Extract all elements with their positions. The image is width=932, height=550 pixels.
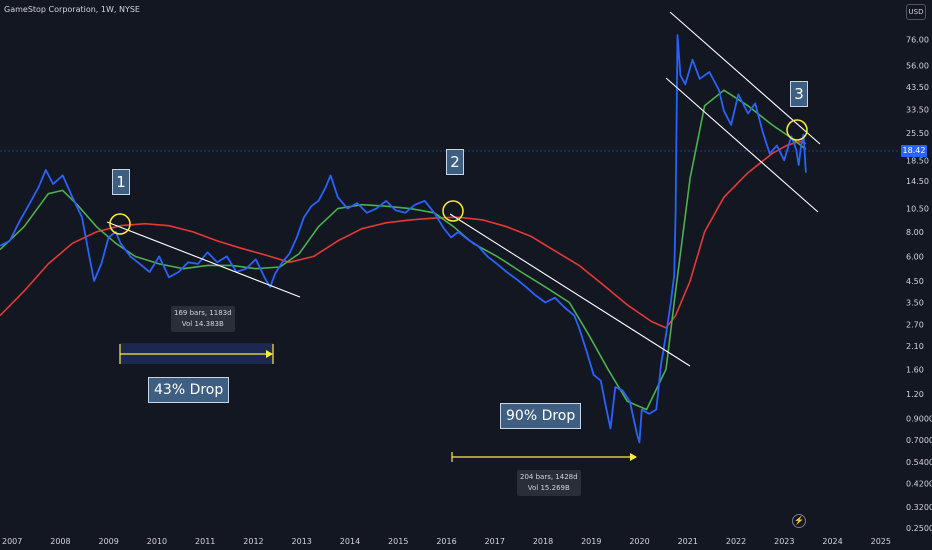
trendlines (106, 11, 821, 367)
y-tick-label: 0.5400 (906, 458, 932, 467)
x-tick-label: 2011 (195, 537, 215, 546)
chart-title: GameStop Corporation, 1W, NYSE (4, 5, 140, 14)
y-tick-label: 2.70 (906, 321, 924, 330)
y-tick-label: 0.3200 (906, 503, 932, 512)
y-tick-label: 0.2500 (906, 524, 932, 533)
x-tick-label: 2024 (822, 537, 842, 546)
circle-marker-3 (786, 119, 808, 141)
y-tick-label: 76.00 (906, 36, 929, 45)
y-tick-label: 6.00 (906, 252, 924, 261)
y-tick-label: 25.50 (906, 129, 929, 138)
channel-upper-line (669, 11, 821, 145)
x-tick-label: 2014 (340, 537, 360, 546)
y-tick-label: 4.50 (906, 277, 924, 286)
x-tick-label: 2018 (533, 537, 553, 546)
price-line (0, 34, 807, 444)
measure-tooltip-2: 204 bars, 1428d Vol 15.269B (517, 470, 581, 496)
last-price-label: 18.42 (901, 145, 927, 157)
measure-bars-1: 169 bars, 1183d (174, 309, 232, 317)
x-tick-label: 2021 (678, 537, 698, 546)
currency-button[interactable]: USD (906, 4, 926, 20)
y-tick-label: 18.50 (906, 156, 929, 165)
x-tick-label: 2022 (726, 537, 746, 546)
y-tick-label: 1.20 (906, 390, 924, 399)
drop-label-2: 90% Drop (500, 403, 582, 429)
x-tick-label: 2015 (388, 537, 408, 546)
y-tick-label: 14.50 (906, 177, 929, 186)
marker-label-1: 1 (112, 169, 130, 195)
y-tick-label: 8.00 (906, 228, 924, 237)
x-tick-label: 2009 (99, 537, 119, 546)
marker-label-3: 3 (790, 81, 808, 107)
measure-tooltip-1: 169 bars, 1183d Vol 14.383B (171, 306, 235, 332)
y-tick-label: 3.50 (906, 298, 924, 307)
y-tick-label: 1.60 (906, 365, 924, 374)
y-tick-label: 43.50 (906, 83, 929, 92)
y-tick-label: 56.00 (906, 62, 929, 71)
channel-lower-line (665, 77, 819, 213)
measure-bars-2: 204 bars, 1428d (520, 473, 578, 481)
x-tick-label: 2008 (50, 537, 70, 546)
measure-range-1 (119, 343, 274, 364)
x-tick-label: 2017 (485, 537, 505, 546)
x-tick-label: 2016 (436, 537, 456, 546)
y-tick-label: 10.50 (906, 205, 929, 214)
circle-marker-1 (109, 213, 131, 235)
x-tick-label: 2010 (147, 537, 167, 546)
highlight-circles (109, 119, 808, 235)
x-tick-label: 2012 (243, 537, 263, 546)
x-tick-label: 2013 (292, 537, 312, 546)
x-tick-label: 2020 (629, 537, 649, 546)
lightning-icon[interactable]: ⚡ (792, 514, 806, 528)
y-tick-label: 0.4200 (906, 480, 932, 489)
circle-marker-2 (442, 200, 464, 222)
x-tick-label: 2007 (2, 537, 22, 546)
measure-range-2 (451, 452, 637, 462)
y-tick-label: 0.7000 (906, 436, 932, 445)
x-tick-label: 2023 (774, 537, 794, 546)
marker-label-2: 2 (446, 149, 464, 175)
y-tick-label: 33.50 (906, 106, 929, 115)
trendline-2 (449, 213, 691, 367)
y-tick-label: 2.10 (906, 342, 924, 351)
measure-vol-1: Vol 14.383B (181, 320, 224, 328)
x-tick-label: 2019 (581, 537, 601, 546)
drop-label-1: 43% Drop (148, 377, 230, 403)
x-tick-label: 2025 (871, 537, 891, 546)
trendline-1 (106, 221, 301, 298)
measure-vol-2: Vol 15.269B (527, 484, 570, 492)
y-tick-label: 0.9000 (906, 414, 932, 423)
